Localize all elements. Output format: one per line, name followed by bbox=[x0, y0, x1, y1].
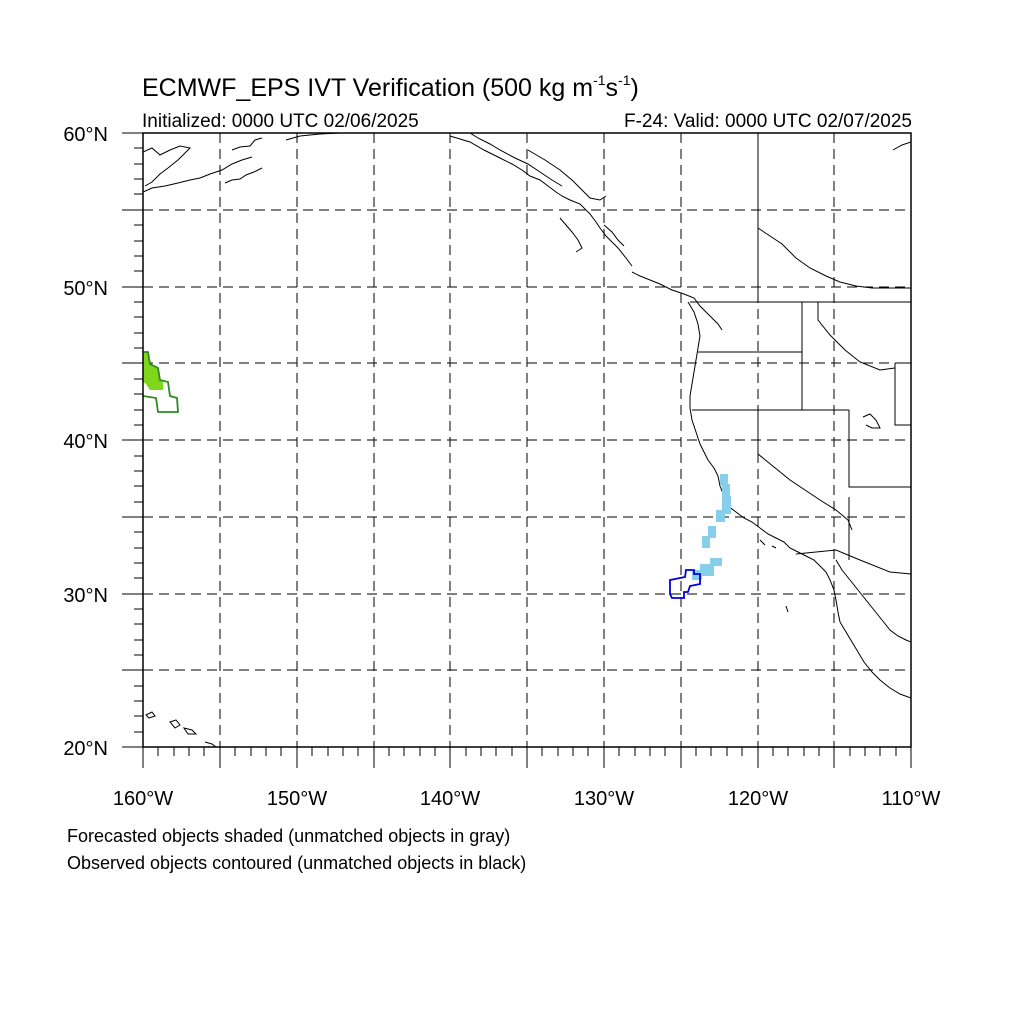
longitude-labels: 160°W 150°W 140°W 130°W 120°W 110°W bbox=[113, 788, 941, 810]
observed-note: Observed objects contoured (unmatched ob… bbox=[67, 853, 527, 873]
coastlines bbox=[143, 133, 911, 747]
valid-time: F-24: Valid: 0000 UTC 02/07/2025 bbox=[624, 111, 912, 132]
lon-label: 120°W bbox=[728, 788, 788, 810]
lat-label: 20°N bbox=[63, 738, 108, 760]
axis-ticks bbox=[122, 132, 912, 768]
observed-object-california bbox=[669, 569, 701, 599]
forecast-object-west bbox=[143, 352, 163, 390]
lon-label: 140°W bbox=[420, 788, 480, 810]
lon-label: 130°W bbox=[574, 788, 634, 810]
forecast-note: Forecasted objects shaded (unmatched obj… bbox=[67, 826, 511, 846]
lat-label: 50°N bbox=[63, 278, 108, 300]
observed-object-west bbox=[143, 351, 179, 413]
latitude-labels: 60°N 50°N 40°N 30°N 20°N bbox=[63, 124, 108, 760]
map-layers bbox=[143, 133, 911, 747]
lat-label: 60°N bbox=[63, 124, 108, 146]
lat-label: 30°N bbox=[63, 585, 108, 607]
lat-label: 40°N bbox=[63, 431, 108, 453]
lon-label: 160°W bbox=[113, 788, 173, 810]
lon-label: 150°W bbox=[267, 788, 327, 810]
lon-label: 110°W bbox=[882, 788, 941, 810]
map-title: ECMWF_EPS IVT Verification (500 kg m-1s-… bbox=[142, 72, 639, 102]
initialized-time: Initialized: 0000 UTC 02/06/2025 bbox=[142, 111, 419, 132]
forecast-object-california bbox=[692, 474, 731, 580]
graticule bbox=[143, 133, 911, 747]
